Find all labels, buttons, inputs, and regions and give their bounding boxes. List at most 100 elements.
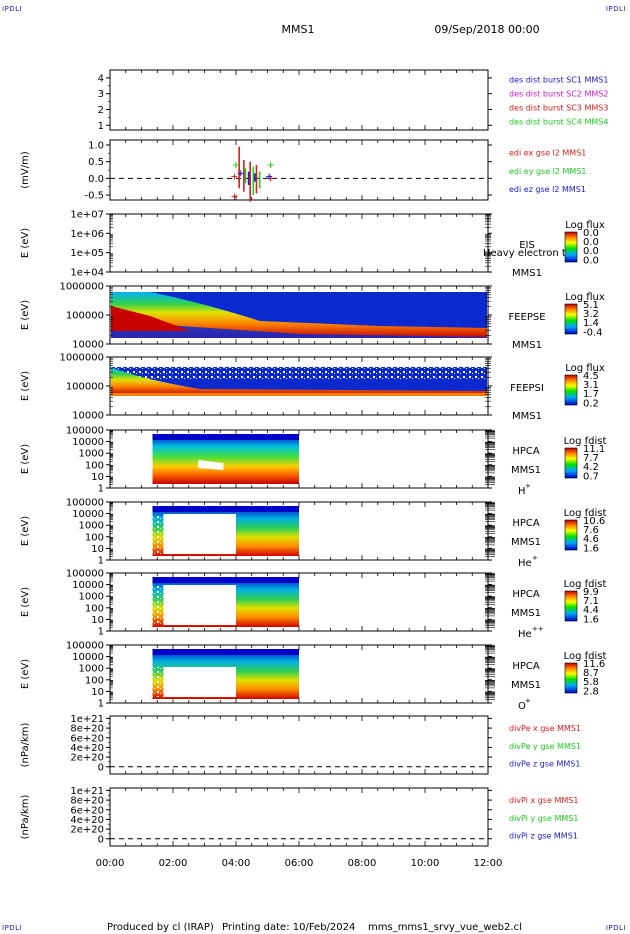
y-tick-label: 1e+21 <box>70 786 104 797</box>
panel-sc-label: MMS1 <box>511 465 541 476</box>
legend-entry: divPi x gse MMS1 <box>509 796 578 805</box>
y-tick-label: 1e+04 <box>70 268 104 279</box>
y-tick-label: 10000 <box>72 411 104 422</box>
y-tick-label: 100000 <box>66 382 104 393</box>
y-tick-label: 8e+20 <box>70 724 104 735</box>
colorbar <box>564 590 578 622</box>
y-axis-label: E (eV) <box>20 444 31 474</box>
colorbar-tick-label: 0.0 <box>583 246 599 257</box>
colorbar <box>564 303 578 335</box>
panel-frame <box>109 69 489 131</box>
legend-entry: edi ex gse l2 MMS1 <box>509 149 586 158</box>
panel-frame <box>109 213 489 273</box>
colorbar-tick-label: 3.1 <box>583 380 599 391</box>
y-tick-label: 1e+21 <box>70 714 104 725</box>
panel-instrument-label: FEEPSE <box>508 312 545 323</box>
colorbar-tick-label: 4.5 <box>583 371 599 382</box>
y-tick-label: 1e+07 <box>70 210 104 221</box>
colorbar-tick-label: -0.4 <box>583 327 603 338</box>
colorbar-tick-label: 3.2 <box>583 309 599 320</box>
edi-point-marker <box>237 170 244 177</box>
panel-instrument-label: FEEPSI <box>510 383 544 394</box>
y-axis-label: (nPa/km) <box>20 795 31 840</box>
footer-file: mms_mms1_srvy_vue_web2.cl <box>368 922 522 933</box>
y-tick-label: 6e+20 <box>70 733 104 744</box>
y-tick-label: 10000 <box>72 509 104 520</box>
panel-edi-electric-field: 1.0 0.5 0.0 -0.5 (mV/m) edi ex gse l2 MMS1 edi… <box>20 139 587 202</box>
y-tick-label: 1 <box>98 121 104 132</box>
y-tick-label: 10000 <box>72 340 104 351</box>
species-label: O <box>518 701 526 712</box>
heatmap-speckle <box>152 514 164 554</box>
colorbar-tick-label: 7.6 <box>583 525 599 536</box>
y-tick-label: 1 <box>98 699 104 710</box>
colorbar-title: Log fdist <box>564 651 607 662</box>
y-tick-label: 1 <box>98 556 104 567</box>
legend-entry: divPe z gse MMS1 <box>509 759 580 768</box>
y-tick-label: 1.0 <box>88 141 104 152</box>
y-tick-label: 1000 <box>79 449 104 460</box>
y-tick-label: 0.5 <box>88 157 104 168</box>
colorbar-tick-label: 5.8 <box>583 677 599 688</box>
panel-sc-label: MMS1 <box>511 608 541 619</box>
corner-logo-bottom-right: IPDLI <box>605 924 626 932</box>
colorbar-title: Log flux <box>565 292 605 303</box>
legend-entry: divPi z gse MMS1 <box>509 831 578 840</box>
colorbar-tick-label: 1.4 <box>583 318 599 329</box>
y-tick-label: 100000 <box>66 311 104 322</box>
y-tick-label: 100 <box>85 532 104 543</box>
heatmap-speckle <box>152 667 164 697</box>
colorbar-title: Log flux <box>565 363 605 374</box>
heatmap-gap <box>163 667 236 697</box>
y-axis-label: E (eV) <box>20 300 31 330</box>
heatmap-top-band <box>152 577 299 583</box>
heatmap-gap <box>163 585 236 625</box>
panel-sc-label: MMS1 <box>512 411 542 422</box>
heatmap-band <box>111 292 487 338</box>
y-tick-label: 2 <box>98 105 104 116</box>
species-label: H <box>518 486 526 497</box>
heatmap-top-band <box>152 434 299 440</box>
y-tick-label: 10 <box>91 615 104 626</box>
x-tick-label: 00:00 <box>96 858 125 869</box>
y-axis-label: E (eV) <box>20 659 31 689</box>
colorbar-title: Log fdist <box>564 436 607 447</box>
y-tick-label: 100 <box>85 603 104 614</box>
y-tick-label: 4e+20 <box>70 815 104 826</box>
x-tick-label: 12:00 <box>474 858 503 869</box>
legend-entry: edi ez gse l2 MMS1 <box>509 185 586 194</box>
panel-frame <box>109 715 489 775</box>
panel-instrument-label: HPCA <box>512 661 540 672</box>
colorbar-tick-label: 10.6 <box>583 516 605 527</box>
panel-sc-label: MMS1 <box>511 537 541 548</box>
panel-sc-label: MMS1 <box>511 680 541 691</box>
y-tick-label: 0 <box>98 762 104 773</box>
species-charge: ++ <box>532 625 544 633</box>
colorbar-tick-label: 4.2 <box>583 462 599 473</box>
legend-entry: des dist burst SC2 MMS2 <box>509 89 608 98</box>
time-axis: 00:00 02:00 04:00 06:00 08:00 10:00 12:00 <box>96 858 503 869</box>
panels: 4 3 2 1 des dist burst SC1 MMS1 des dist burs… <box>20 69 608 847</box>
species-charge: + <box>532 554 538 562</box>
heatmap-gap <box>163 514 236 554</box>
species-label: He <box>518 629 532 640</box>
y-tick-label: 0 <box>98 834 104 845</box>
heatmap-gap <box>198 460 224 470</box>
y-tick-label: 1 <box>98 484 104 495</box>
y-axis-label: E (eV) <box>20 228 31 258</box>
corner-logo-top-right: IPDLI <box>605 5 626 13</box>
colorbar-tick-label: 1.7 <box>583 389 599 400</box>
heatmap-hotspot <box>111 306 190 331</box>
colorbar-tick-label: 1.6 <box>583 543 599 554</box>
colorbar-tick-label: 0.7 <box>583 471 599 482</box>
colorbar-tick-label: 2.8 <box>583 686 599 697</box>
panel-instrument-label: EIS <box>519 240 535 251</box>
footer-produced-by: Produced by cl (IRAP) <box>107 922 214 933</box>
colorbar-tick-label: 1.6 <box>583 614 599 625</box>
y-tick-label: 10000 <box>72 652 104 663</box>
colorbar-tick-label: 5.1 <box>583 300 599 311</box>
